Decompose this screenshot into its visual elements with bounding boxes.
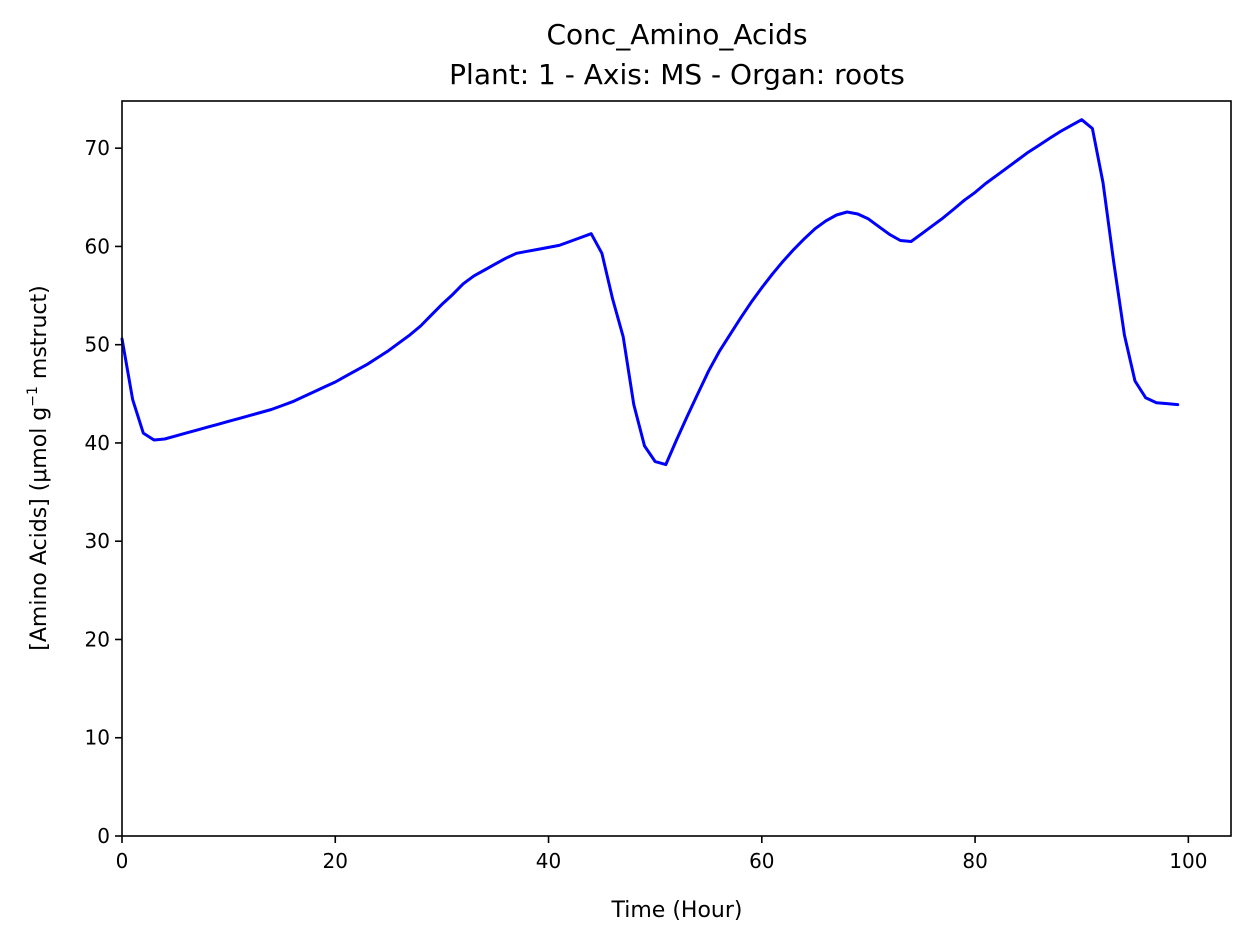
y-axis-label-superscript: −1: [25, 386, 41, 407]
y-tick-label: 70: [85, 136, 110, 160]
x-tick-label: 100: [1169, 849, 1207, 873]
x-tick-label: 80: [962, 849, 987, 873]
y-axis-label-main: [Amino Acids] (μmol g: [27, 407, 52, 651]
plot-frame: [121, 100, 1232, 837]
x-tick-label: 40: [536, 849, 561, 873]
y-axis-label-tail: mstruct): [27, 285, 52, 386]
x-axis-ticks: 0 20 40 60 80 100: [116, 836, 1207, 873]
y-axis-label: [Amino Acids] (μmol g−1 mstruct): [25, 285, 52, 650]
x-axis-label: Time (Hour): [611, 898, 743, 923]
x-tick-label: 20: [323, 849, 348, 873]
y-tick-label: 30: [85, 529, 110, 553]
y-tick-label: 60: [85, 234, 110, 258]
y-tick-label: 40: [85, 431, 110, 455]
y-tick-label: 20: [85, 627, 110, 651]
y-tick-label: 0: [97, 824, 110, 848]
series-line-0: [120, 118, 1180, 467]
y-tick-label: 50: [85, 333, 110, 357]
y-tick-label: 10: [85, 726, 110, 750]
chart-subtitle: Plant: 1 - Axis: MS - Organ: roots: [449, 58, 905, 91]
y-axis-ticks: 0 10 20 30 40 50 60 70: [85, 136, 122, 848]
chart-title: Conc_Amino_Acids: [546, 18, 807, 51]
x-tick-label: 60: [749, 849, 774, 873]
plot-area: [120, 100, 1232, 837]
x-tick-label: 0: [116, 849, 129, 873]
